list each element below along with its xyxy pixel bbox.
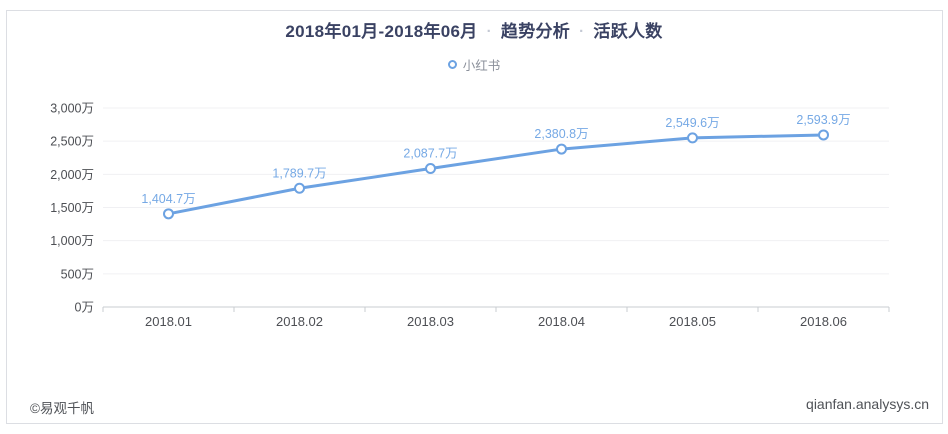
svg-text:2,380.8万: 2,380.8万 — [534, 127, 588, 141]
trend-line-chart[interactable]: 0万 500万 1,000万 1,500万 2,000万 2,500万 3,000万 2018… — [0, 90, 948, 350]
title-date-range: 2018年01月-2018年06月 — [285, 22, 478, 41]
copyright-label: ©易观千帆 — [30, 401, 94, 416]
site-url-label: qianfan.analysys.cn — [806, 396, 929, 412]
title-analysis-type: 趋势分析 — [500, 22, 571, 41]
svg-text:2,500万: 2,500万 — [50, 135, 94, 149]
legend-circle-marker-icon — [447, 60, 457, 69]
svg-text:2,087.7万: 2,087.7万 — [403, 147, 457, 161]
title-separator-dot: · — [486, 23, 492, 40]
svg-text:1,404.7万: 1,404.7万 — [141, 192, 195, 206]
legend-label: 小红书 — [462, 59, 501, 73]
svg-text:2018.06: 2018.06 — [800, 314, 847, 329]
title-separator-dot: · — [579, 23, 585, 40]
legend-item-xiaohongshu[interactable]: 小红书 — [0, 55, 948, 74]
svg-text:2018.05: 2018.05 — [669, 314, 716, 329]
svg-text:2,549.6万: 2,549.6万 — [665, 116, 719, 130]
svg-text:2018.02: 2018.02 — [276, 314, 323, 329]
svg-text:2018.01: 2018.01 — [145, 314, 192, 329]
title-metric: 活跃人数 — [593, 22, 663, 41]
svg-text:1,500万: 1,500万 — [50, 201, 94, 215]
svg-text:500万: 500万 — [61, 267, 94, 281]
svg-text:2,593.9万: 2,593.9万 — [796, 113, 850, 127]
chart-title: 2018年01月-2018年06月 · 趋势分析 · 活跃人数 — [0, 17, 948, 42]
svg-text:2018.03: 2018.03 — [407, 314, 454, 329]
svg-text:1,789.7万: 1,789.7万 — [272, 166, 326, 180]
svg-text:1,000万: 1,000万 — [50, 234, 94, 248]
svg-text:0万: 0万 — [75, 301, 94, 315]
svg-text:2018.04: 2018.04 — [538, 314, 585, 329]
panel-border-frame — [6, 10, 943, 424]
svg-text:3,000万: 3,000万 — [50, 102, 94, 116]
svg-text:2,000万: 2,000万 — [50, 168, 94, 182]
